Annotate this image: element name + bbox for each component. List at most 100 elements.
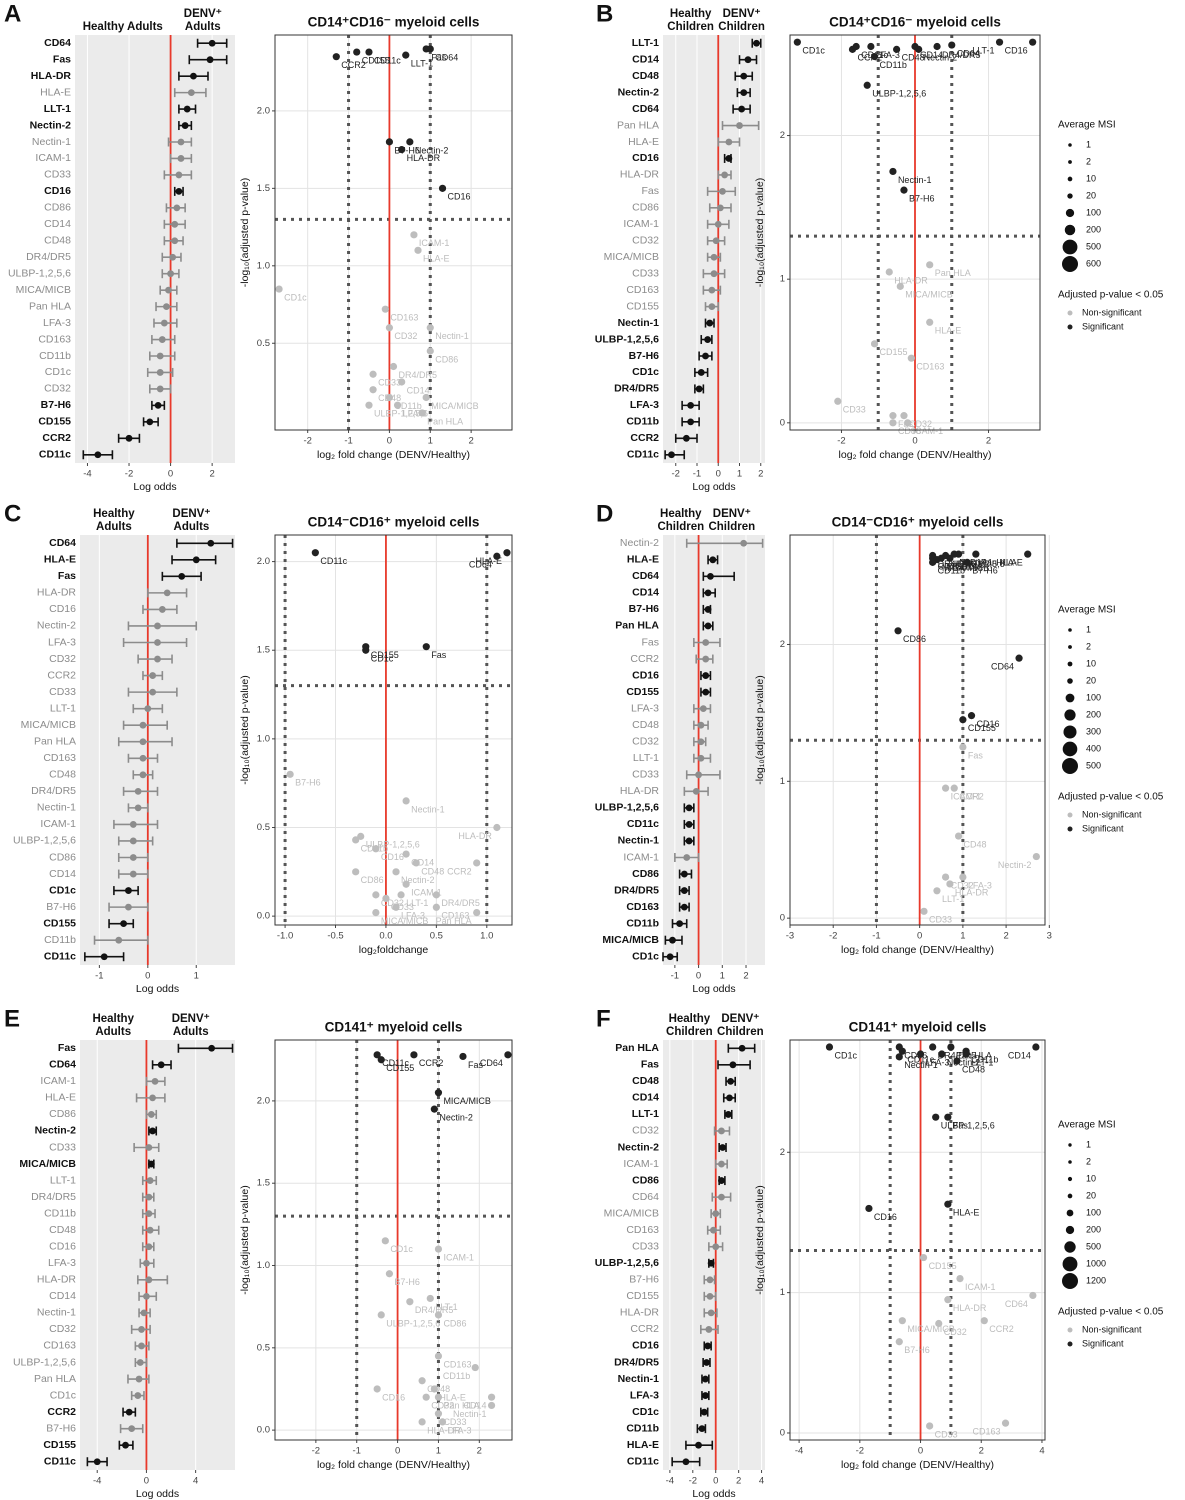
row-label: CD11b — [626, 917, 659, 929]
row-label: CD32 — [49, 1323, 76, 1335]
data-point — [385, 1270, 394, 1278]
estimate-point — [740, 72, 748, 80]
estimate-point — [705, 1326, 713, 1333]
estimate-point — [134, 804, 142, 812]
point-label: DR4/DR5 — [399, 370, 438, 380]
estimate-point — [740, 539, 748, 547]
estimate-point — [149, 672, 157, 679]
data-point — [954, 550, 963, 558]
row-label: CD32 — [44, 383, 71, 395]
estimate-point — [708, 303, 716, 311]
row-label: CD32 — [632, 1125, 659, 1137]
legend-color-key — [1067, 826, 1073, 832]
estimate-point — [181, 122, 189, 129]
data-point — [870, 52, 879, 61]
point-label: CD16 — [382, 1392, 405, 1402]
group-header: Adults — [96, 521, 132, 533]
point-label: CCR2 — [959, 792, 984, 802]
row-label: CCR2 — [47, 1406, 76, 1418]
point-label: HLA-DR — [458, 831, 492, 841]
row-label: CD14 — [49, 1290, 76, 1302]
row-label: Nectin-1 — [32, 136, 71, 148]
data-point — [929, 558, 937, 566]
row-label: CD163 — [626, 284, 659, 296]
data-point — [392, 903, 400, 911]
data-point — [863, 81, 871, 89]
estimate-point — [208, 1044, 216, 1052]
row-label: Pan HLA — [617, 119, 659, 131]
x-tick-label: -1 — [352, 1446, 360, 1457]
row-label: Pan HLA — [34, 736, 76, 748]
y-tick-label: 0 — [780, 1427, 785, 1438]
legend-size-label: 200 — [1086, 224, 1101, 234]
row-label: CD163 — [38, 333, 71, 345]
row-label: Nectin-2 — [620, 537, 659, 549]
legend-size-key — [1062, 239, 1078, 255]
data-point — [422, 1393, 430, 1401]
x-tick-label: -1 — [95, 971, 103, 982]
estimate-point — [175, 171, 183, 179]
row-label: CD11b — [626, 1422, 659, 1434]
data-point — [432, 903, 440, 911]
point-label: CD155 — [386, 1063, 414, 1073]
data-point — [438, 1418, 447, 1426]
legend-title: Adjusted p-value < 0.05 — [1058, 792, 1164, 803]
row-label: CD1c — [45, 366, 71, 378]
point-label: CD64 — [469, 560, 492, 570]
estimate-point — [695, 385, 703, 393]
x-tick-label: 0 — [145, 971, 150, 982]
point-label: Fas — [953, 1121, 969, 1131]
point-label: MICA/MICB — [942, 563, 990, 573]
estimate-point — [138, 1342, 145, 1350]
data-point — [915, 45, 923, 53]
plot-background — [275, 35, 512, 430]
legend-size-label: 100 — [1086, 1207, 1101, 1217]
estimate-point — [697, 369, 705, 376]
point-label: CD11c — [382, 1058, 409, 1068]
row-label: CD14 — [49, 868, 76, 880]
data-point — [895, 1338, 903, 1346]
row-label: Nectin-1 — [618, 835, 660, 847]
group-header: Children — [666, 1026, 713, 1038]
legend-size-label: 20 — [1086, 190, 1096, 200]
row-label: MICA/MICB — [16, 284, 71, 296]
point-label: CD64 — [991, 662, 1014, 672]
row-label: Nectin-1 — [37, 802, 76, 814]
point-label: CD1c — [371, 654, 394, 664]
point-label: Fas — [968, 750, 984, 760]
plot-border — [789, 534, 1046, 926]
data-point — [418, 1418, 426, 1426]
row-label: CD16 — [44, 185, 71, 197]
estimate-point — [744, 56, 752, 64]
point-label: Nectin-1 — [453, 1409, 487, 1419]
point-label: HLA-DR — [407, 153, 441, 163]
point-label: LLT-1 — [411, 59, 433, 69]
data-point — [352, 868, 360, 876]
legend-color-label: Significant — [1082, 823, 1124, 833]
group-header: Healthy — [93, 508, 135, 520]
legend-size-label: 600 — [1086, 258, 1101, 268]
data-point — [372, 845, 380, 853]
legend-size-key — [1062, 741, 1078, 757]
x-tick-label: 1 — [436, 1446, 441, 1457]
legend-size-label: 100 — [1086, 692, 1101, 702]
x-axis-label: log₂ fold change (DENV/Healthy) — [317, 449, 470, 461]
data-point — [929, 1043, 937, 1051]
y-tick-label: 2.0 — [257, 1095, 270, 1106]
data-point — [995, 38, 1004, 46]
data-point — [392, 868, 400, 876]
row-label: ULBP-1,2,5,6 — [595, 802, 659, 814]
estimate-point — [135, 1375, 143, 1383]
data-point — [373, 1385, 381, 1393]
data-point — [894, 627, 902, 635]
data-point — [947, 1043, 955, 1051]
legend-size-key — [1068, 645, 1072, 649]
x-axis-label: Log odds — [692, 983, 735, 995]
data-point — [944, 1296, 952, 1304]
point-label: CD163 — [443, 1359, 471, 1369]
legend-color-key — [1067, 1327, 1073, 1333]
data-point — [402, 850, 410, 858]
data-point — [1029, 1291, 1037, 1300]
data-point — [1015, 654, 1023, 662]
plot-background — [790, 1040, 1045, 1440]
